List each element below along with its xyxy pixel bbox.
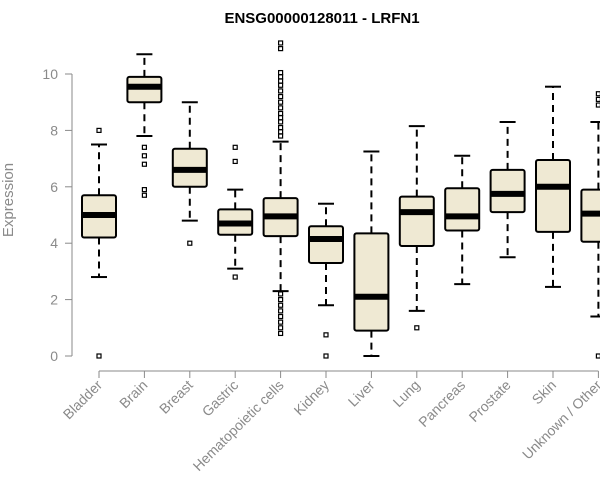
iqr-box bbox=[353, 232, 390, 332]
box-hematopoietic-cells bbox=[262, 40, 299, 337]
outlier-point bbox=[595, 96, 600, 102]
box-prostate bbox=[489, 120, 526, 259]
iqr-box bbox=[535, 159, 571, 233]
box-gastric bbox=[217, 144, 254, 280]
outlier-point bbox=[278, 82, 284, 88]
y-tick-label: 10 bbox=[42, 66, 58, 82]
outlier-point bbox=[96, 353, 102, 359]
box-liver bbox=[353, 150, 390, 357]
x-tick-label: Gastric bbox=[199, 377, 242, 420]
outlier-point bbox=[278, 40, 284, 46]
chart-title: ENSG00000128011 - LRFN1 bbox=[224, 10, 419, 27]
outlier-point bbox=[232, 144, 238, 150]
box-lung bbox=[398, 125, 435, 331]
outlier-point bbox=[278, 129, 284, 135]
outlier-point bbox=[141, 161, 147, 167]
boxes-group bbox=[81, 40, 600, 359]
iqr-box bbox=[308, 225, 344, 264]
outlier-point bbox=[232, 158, 238, 165]
box-pancreas bbox=[444, 154, 481, 286]
x-tick-label: Brain bbox=[116, 377, 150, 411]
box-brain bbox=[126, 53, 163, 198]
x-tick-label: Skin bbox=[529, 377, 560, 408]
outlier-point bbox=[278, 99, 284, 105]
outlier-point bbox=[278, 115, 284, 121]
outlier-point bbox=[278, 93, 284, 100]
x-tick-label: Kidney bbox=[291, 377, 333, 419]
y-axis-label: Expression bbox=[0, 163, 17, 237]
outlier-point bbox=[278, 297, 284, 303]
outlier-point bbox=[278, 308, 284, 314]
outlier-point bbox=[187, 240, 193, 246]
outlier-point bbox=[96, 127, 102, 133]
x-tick-label: Lung bbox=[390, 377, 423, 410]
box-skin bbox=[535, 85, 571, 288]
outlier-point bbox=[232, 274, 238, 280]
outlier-point bbox=[278, 124, 284, 131]
x-tick-label: Unknown / Other bbox=[519, 377, 600, 463]
y-tick-label: 6 bbox=[50, 179, 58, 195]
outlier-point bbox=[323, 332, 329, 338]
outlier-point bbox=[278, 319, 284, 325]
outlier-point bbox=[323, 353, 329, 359]
box-unknown-other bbox=[580, 91, 600, 359]
outlier-point bbox=[595, 353, 600, 359]
outlier-point bbox=[414, 325, 420, 331]
outlier-point bbox=[278, 69, 284, 76]
x-tick-label: Pancreas bbox=[415, 377, 468, 430]
x-tick-label: Breast bbox=[156, 377, 196, 417]
y-tick-label: 8 bbox=[50, 122, 58, 138]
outlier-point bbox=[278, 313, 284, 320]
outlier-point bbox=[278, 119, 284, 125]
outlier-point bbox=[278, 302, 284, 308]
box-kidney bbox=[308, 202, 344, 359]
x-tick-label: Liver bbox=[345, 377, 378, 410]
outlier-point bbox=[141, 187, 147, 193]
box-breast bbox=[171, 101, 208, 246]
y-tick-label: 2 bbox=[50, 292, 58, 308]
box-bladder bbox=[81, 127, 117, 359]
outlier-point bbox=[278, 330, 284, 337]
x-tick-label: Hematopoietic cells bbox=[190, 377, 287, 474]
outlier-point bbox=[141, 144, 147, 150]
outlier-point bbox=[278, 74, 284, 80]
outlier-point bbox=[141, 192, 147, 198]
y-tick-label: 4 bbox=[50, 235, 58, 251]
outlier-point bbox=[595, 102, 600, 108]
outlier-point bbox=[141, 153, 147, 159]
outlier-point bbox=[278, 325, 284, 331]
x-tick-label: Bladder bbox=[60, 377, 106, 423]
outlier-point bbox=[278, 88, 284, 94]
y-tick-label: 0 bbox=[50, 348, 58, 364]
iqr-box bbox=[444, 187, 481, 232]
outlier-point bbox=[278, 46, 284, 52]
outlier-point bbox=[278, 105, 284, 111]
outlier-point bbox=[278, 110, 284, 117]
y-axis: 0 2 4 6 8 10 bbox=[42, 66, 73, 364]
x-tick-label: Prostate bbox=[466, 377, 514, 425]
outlier-point bbox=[595, 91, 600, 97]
outlier-point bbox=[278, 291, 284, 297]
outlier-point bbox=[278, 133, 284, 139]
iqr-box bbox=[398, 195, 435, 248]
outlier-point bbox=[278, 78, 284, 84]
